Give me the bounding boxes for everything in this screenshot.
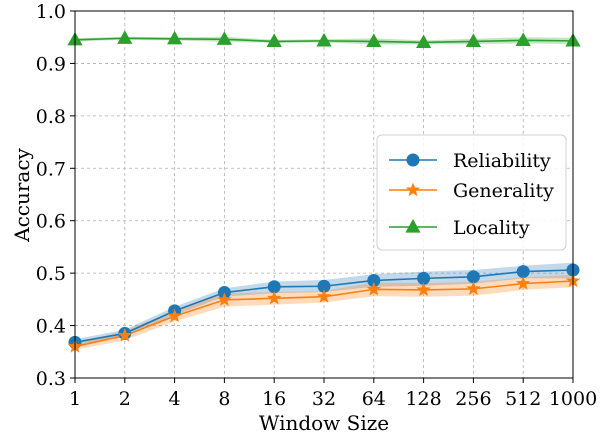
y-tick-label: 0.4 [36,316,66,338]
generality-point [267,290,282,305]
y-tick-label: 0.7 [36,158,66,180]
y-tick-label: 0.3 [36,368,66,390]
generality-point [416,282,431,296]
locality-point [515,32,531,46]
legend-marker-reliability [406,153,420,167]
x-tick-label: 32 [312,388,336,410]
legend-marker-locality [405,219,421,233]
locality-point [416,34,432,49]
y-tick-label: 0.5 [36,263,66,285]
reliability-point [417,271,431,285]
locality-point [316,32,332,47]
y-tick-label: 0.9 [36,53,66,75]
x-tick-label: 1000 [549,388,597,410]
generality-point [316,289,332,303]
reliability-band [75,262,573,346]
generality-point [466,281,481,295]
generality-point [167,308,182,323]
x-tick-label: 512 [505,388,541,410]
generality-band [75,274,573,350]
reliability-point [516,265,530,279]
reliability-point [466,270,480,284]
y-tick-label: 0.6 [36,211,66,233]
legend-box [376,134,567,251]
legend-label-reliability: Reliability [453,150,551,172]
legend-label-generality: Generality [453,180,554,202]
x-tick-label: 1 [69,388,81,410]
locality-point [465,33,481,48]
x-tick-label: 16 [262,388,286,410]
y-axis-ticks: 0.3 0.4 0.5 0.6 0.7 0.8 0.9 1.0 [36,1,75,390]
locality-point [117,30,133,44]
generality-point [366,281,381,296]
reliability-point [317,279,331,293]
x-tick-label: 64 [362,388,386,410]
locality-point [216,31,232,45]
generality-point [516,276,531,290]
legend: Reliability Generality Locality [376,134,567,251]
y-axis-label: Accuracy [10,147,34,242]
x-axis-label: Window Size [259,411,389,435]
x-tick-label: 4 [169,388,181,410]
generality-point [117,328,132,342]
x-tick-label: 8 [218,388,230,410]
reliability-point [367,273,381,287]
x-tick-label: 128 [405,388,441,410]
legend-label-locality: Locality [453,217,530,239]
locality-point [366,33,382,48]
y-tick-label: 0.8 [36,106,66,128]
x-tick-label: 2 [119,388,131,410]
locality-point [167,30,183,45]
reliability-point [267,280,281,294]
legend-marker-generality [405,182,421,197]
generality-point [217,292,232,306]
y-tick-label: 1.0 [36,1,66,23]
x-tick-label: 256 [455,388,491,410]
locality-point [266,33,282,48]
x-axis-ticks: 1 2 4 8 16 32 64 128 256 512 1000 [69,378,597,410]
